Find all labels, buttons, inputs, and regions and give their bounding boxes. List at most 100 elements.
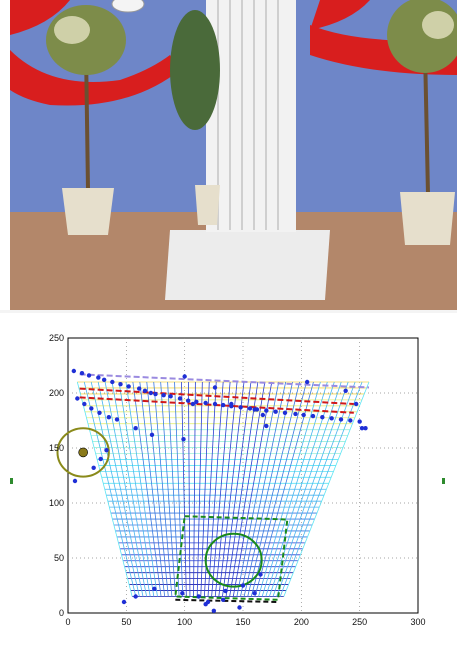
y-tick-label: 0 <box>59 608 64 618</box>
data-point <box>177 396 183 401</box>
red-drape-top-left <box>10 0 70 35</box>
mesh-column <box>236 381 280 597</box>
x-tick-label: 0 <box>65 617 70 627</box>
mesh-column <box>254 381 314 597</box>
mesh-column <box>97 381 144 597</box>
mesh-column <box>279 381 363 597</box>
data-point <box>101 377 107 382</box>
column-base <box>165 230 330 300</box>
data-point <box>82 401 87 407</box>
data-point <box>203 602 208 607</box>
data-point <box>238 405 243 410</box>
data-point <box>359 426 365 431</box>
y-tick-label: 250 <box>49 333 64 343</box>
dashed-region <box>175 598 279 603</box>
mesh-column <box>125 381 158 597</box>
data-point <box>97 410 102 415</box>
x-tick-label: 50 <box>121 617 131 627</box>
data-point <box>320 415 325 420</box>
mesh-column <box>250 381 307 597</box>
mesh-column <box>211 381 231 597</box>
data-point <box>104 448 109 453</box>
mesh-column <box>104 381 148 597</box>
data-point <box>121 599 127 605</box>
data-point <box>161 393 166 398</box>
data-point <box>185 398 191 403</box>
left-edge-marker <box>10 478 13 484</box>
data-point <box>252 591 257 596</box>
data-point <box>264 408 269 413</box>
data-point <box>273 409 278 414</box>
dashed-region <box>174 515 289 601</box>
data-point <box>338 417 344 422</box>
mesh-column <box>118 381 155 597</box>
mesh-column <box>174 381 184 597</box>
data-point <box>203 400 208 406</box>
mesh-column <box>83 381 137 597</box>
circle-marker <box>56 427 110 478</box>
data-point <box>142 388 148 393</box>
data-point <box>182 374 187 379</box>
data-point <box>181 437 186 442</box>
plant-center <box>170 10 220 225</box>
mesh-column <box>132 381 162 597</box>
x-tick-label: 200 <box>294 617 309 627</box>
data-point <box>75 396 80 401</box>
plot-axes <box>67 337 419 614</box>
mesh-column <box>167 381 180 597</box>
data-point <box>72 478 78 484</box>
mesh-column <box>200 381 210 597</box>
mesh-column <box>207 381 224 597</box>
data-point <box>237 605 242 610</box>
right-edge-marker <box>442 478 445 484</box>
data-point <box>310 413 316 419</box>
y-tick-labels: 0 50 100 150 200 250 <box>49 333 64 618</box>
mesh-column <box>247 381 300 597</box>
x-tick-label: 250 <box>352 617 367 627</box>
data-point <box>91 465 96 470</box>
mesh-column <box>218 381 245 597</box>
mesh-column <box>258 381 321 597</box>
x-tick-labels: 0 50 100 150 200 250 300 <box>65 617 425 627</box>
data-point <box>106 415 112 420</box>
data-point <box>357 419 362 424</box>
data-point <box>148 390 154 396</box>
data-point <box>220 402 226 408</box>
y-tick-label: 200 <box>49 388 64 398</box>
data-point <box>363 426 368 431</box>
mesh-column <box>214 381 238 597</box>
data-point <box>194 399 199 404</box>
red-drape-left <box>10 50 180 106</box>
data-point <box>89 406 94 411</box>
data-point <box>348 418 353 423</box>
stage-photo <box>10 0 457 310</box>
mesh-column <box>261 381 328 597</box>
mesh-column <box>222 381 252 597</box>
data-point <box>71 368 77 374</box>
data-point <box>258 572 263 577</box>
data-point <box>98 456 103 462</box>
ceiling-fixture <box>111 0 145 13</box>
data-point <box>180 591 185 596</box>
y-tick-label: 150 <box>49 443 64 453</box>
mesh-column <box>269 381 342 597</box>
dashed-line <box>79 373 370 389</box>
mesh-column <box>272 381 349 597</box>
y-tick-label: 100 <box>49 498 64 508</box>
mesh-column <box>181 381 187 597</box>
plant-right <box>387 0 457 245</box>
data-point <box>118 382 123 387</box>
data-point <box>223 588 228 594</box>
mesh-column <box>139 381 166 597</box>
white-column <box>206 0 296 232</box>
data-point <box>196 594 201 599</box>
data-point <box>264 423 269 429</box>
photo-divider <box>0 310 457 313</box>
mesh-column <box>90 381 140 597</box>
data-point <box>133 594 138 599</box>
mesh-column <box>229 381 266 597</box>
data-point <box>152 586 157 591</box>
data-point <box>133 426 138 431</box>
data-point <box>282 410 288 415</box>
data-point <box>353 401 359 407</box>
